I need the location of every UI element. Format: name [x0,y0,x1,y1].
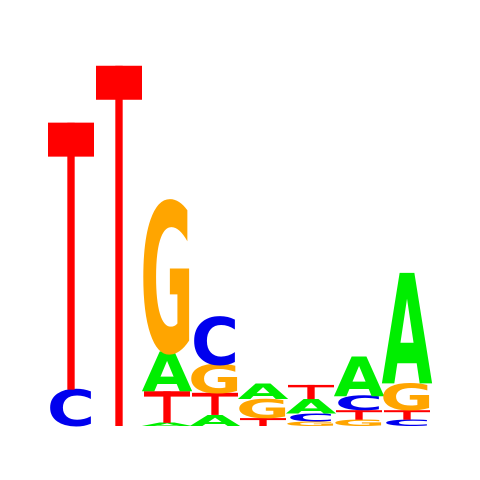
letter-a-pos3: A [142,342,193,405]
letter-t-pos2 [96,65,142,426]
letter-g-pos3: G [140,160,194,400]
letter-g-pos4: G [188,357,242,402]
letter-a-pos8: A [382,243,433,419]
letter-a-pos7: A [334,347,385,410]
letter-a-pos3: A [142,422,193,427]
letter-c-pos7: C [335,393,383,416]
letter-a-pos6: A [286,396,338,419]
letter-t-pos3 [144,391,190,423]
letter-t-pos5 [240,418,286,426]
letter-t-pos8 [384,410,430,420]
letter-t-pos7 [336,410,382,420]
letter-t-pos6 [288,384,334,400]
letter-a-pos4: A [190,412,241,429]
letter-a-pos5: A [238,379,289,404]
letter-g-pos6: G [284,420,338,428]
letter-t-pos1 [48,122,94,390]
letter-t-pos4 [192,392,238,415]
letter-g-pos5: G [236,394,290,424]
letter-c-pos6: C [287,411,335,424]
letter-c-pos4: C [191,305,239,381]
letter-g-pos8: G [380,376,434,419]
letter-g-pos7: G [332,418,386,428]
letter-c-pos8: C [383,418,431,428]
